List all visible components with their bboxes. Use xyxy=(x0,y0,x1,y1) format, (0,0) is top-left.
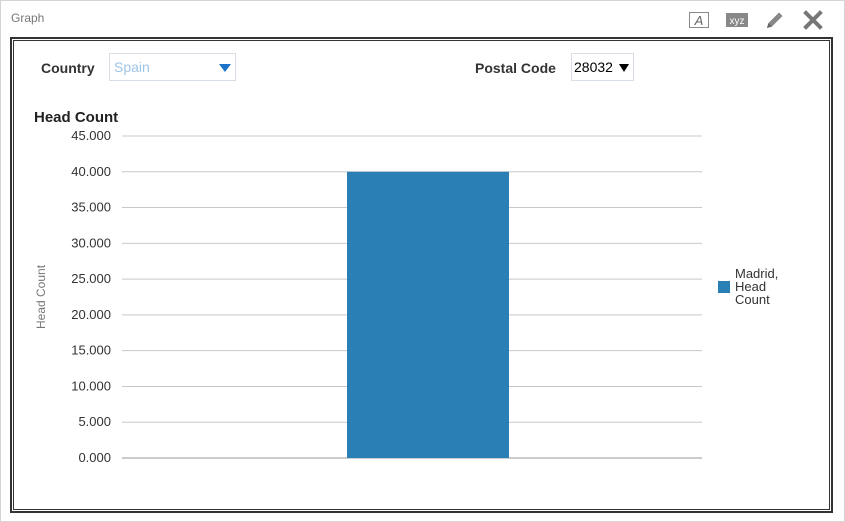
country-label: Country xyxy=(41,60,95,76)
close-button[interactable] xyxy=(800,9,826,31)
bar xyxy=(347,171,509,458)
chart-title: Head Count xyxy=(34,109,119,126)
panel-title: Graph xyxy=(11,11,45,25)
pencil-icon xyxy=(767,12,783,28)
y-tick-label: 45.000 xyxy=(71,128,111,143)
graph-frame: Country Spain Postal Code 28032 Head Cou… xyxy=(10,37,833,513)
chevron-down-icon xyxy=(619,64,629,72)
country-select-value: Spain xyxy=(114,59,150,75)
format-text-icon-label: A xyxy=(694,13,704,28)
y-axis-label: Head Count xyxy=(34,264,48,329)
xyz-icon: xyz xyxy=(726,13,748,27)
xyz-label-button[interactable]: xyz xyxy=(724,9,750,31)
format-text-button[interactable]: A xyxy=(686,9,712,31)
legend-label: Madrid, Head Count xyxy=(735,266,778,307)
y-tick-label: 35.000 xyxy=(71,200,111,215)
country-select[interactable]: Spain xyxy=(109,53,236,81)
chevron-down-icon xyxy=(219,64,231,72)
legend-swatch xyxy=(718,281,730,293)
y-tick-label: 0.000 xyxy=(78,450,111,465)
y-tick-label: 15.000 xyxy=(71,343,111,358)
postal-code-select-value: 28032 xyxy=(574,59,613,75)
xyz-icon-label: xyz xyxy=(730,16,745,27)
postal-code-label: Postal Code xyxy=(475,60,556,76)
format-text-icon: A xyxy=(689,12,709,28)
panel-toolbar: A xyz xyxy=(686,9,826,31)
y-tick-label: 10.000 xyxy=(71,378,111,393)
y-tick-label: 40.000 xyxy=(71,164,111,179)
postal-code-select[interactable]: 28032 xyxy=(571,53,634,81)
y-tick-label: 20.000 xyxy=(71,307,111,322)
y-tick-label: 25.000 xyxy=(71,271,111,286)
y-tick-label: 5.000 xyxy=(78,414,111,429)
bar-chart: 0.000 5.000 10.000 15.000 20.000 25.000 30.000… xyxy=(34,128,778,465)
y-tick-label: 30.000 xyxy=(71,235,111,250)
close-icon xyxy=(803,10,823,30)
edit-button[interactable] xyxy=(762,9,788,31)
